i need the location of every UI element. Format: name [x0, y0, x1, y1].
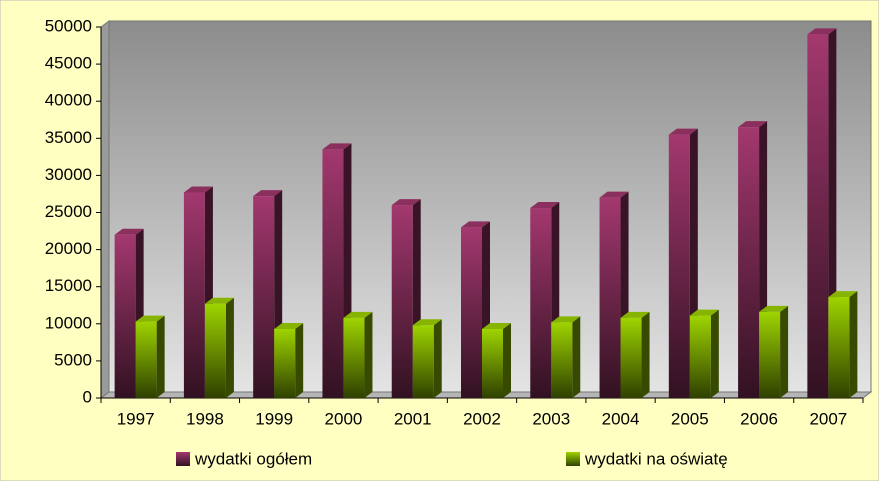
bar: [482, 328, 503, 398]
bar-top: [135, 315, 165, 322]
bar: [183, 192, 205, 398]
bar-side: [225, 297, 234, 398]
x-tick-label: 1997: [117, 409, 155, 428]
bar-side: [364, 311, 373, 398]
bar: [738, 127, 760, 399]
y-tick-label: 5000: [54, 350, 92, 369]
bar-top: [274, 322, 304, 329]
bar-top: [412, 319, 442, 326]
side-wall: [100, 20, 110, 399]
bar-side: [572, 316, 581, 398]
bar: [759, 311, 781, 398]
y-tick-label: 35000: [45, 128, 92, 147]
legend-label: wydatki na oświatę: [584, 449, 728, 468]
bar: [391, 205, 413, 398]
bar: [668, 134, 690, 398]
bar: [412, 325, 434, 398]
x-tick-label: 2001: [394, 409, 432, 428]
x-tick-label: 1998: [186, 409, 224, 428]
bar: [530, 208, 552, 398]
bar-top: [689, 309, 719, 316]
bar-side: [780, 305, 789, 398]
x-tick-label: 2007: [809, 409, 847, 428]
bar-top: [738, 121, 768, 128]
bar-top: [343, 311, 373, 318]
bar: [274, 328, 296, 398]
y-tick-label: 15000: [45, 276, 92, 295]
bar: [322, 149, 344, 398]
x-tick-label: 2005: [671, 409, 709, 428]
bar-side: [710, 309, 719, 398]
bar-top: [828, 291, 858, 298]
y-tick-label: 20000: [45, 239, 92, 258]
y-tick-label: 50000: [45, 16, 92, 35]
bar: [114, 234, 136, 398]
y-tick-label: 40000: [45, 91, 92, 110]
x-tick-label: 2002: [463, 409, 501, 428]
bar-top: [253, 190, 283, 197]
bar: [204, 303, 226, 398]
bar: [828, 297, 850, 398]
bar-top: [530, 202, 560, 209]
bar-top: [482, 322, 511, 329]
bar-top: [204, 297, 234, 304]
bar: [620, 317, 642, 398]
bar-side: [849, 291, 858, 398]
bar-side: [295, 322, 304, 398]
legend-swatch: [176, 452, 190, 466]
x-tick-label: 2006: [740, 409, 778, 428]
bar-side: [156, 315, 165, 398]
bar-top: [599, 191, 629, 198]
bar: [689, 315, 711, 398]
bar: [461, 227, 482, 398]
bar-top: [114, 228, 144, 235]
legend-label: wydatki ogółem: [194, 449, 312, 468]
bar: [135, 321, 157, 398]
y-tick-label: 25000: [45, 202, 92, 221]
bar-side: [503, 322, 511, 398]
bar-top: [807, 28, 837, 35]
x-tick-label: 2003: [532, 409, 570, 428]
bar-top: [322, 143, 352, 150]
y-tick-label: 30000: [45, 165, 92, 184]
bar-top: [668, 128, 698, 135]
bar: [599, 197, 621, 398]
bar: [807, 34, 829, 399]
bar: [551, 322, 573, 398]
y-tick-label: 45000: [45, 54, 92, 73]
legend-swatch: [566, 452, 580, 466]
x-tick-label: 2000: [325, 409, 363, 428]
bar-top: [620, 311, 650, 318]
bar: [253, 196, 275, 398]
bar-top: [461, 221, 490, 228]
bar-side: [433, 319, 442, 398]
bar-top: [391, 199, 421, 206]
y-tick-label: 0: [83, 387, 92, 406]
x-tick-label: 2004: [602, 409, 640, 428]
bar-top: [759, 305, 789, 312]
x-tick-label: 1999: [255, 409, 293, 428]
bar: [343, 317, 365, 398]
y-tick-label: 10000: [45, 313, 92, 332]
bar-top: [183, 186, 213, 193]
bar-side: [641, 311, 650, 398]
bar-top: [551, 316, 581, 323]
